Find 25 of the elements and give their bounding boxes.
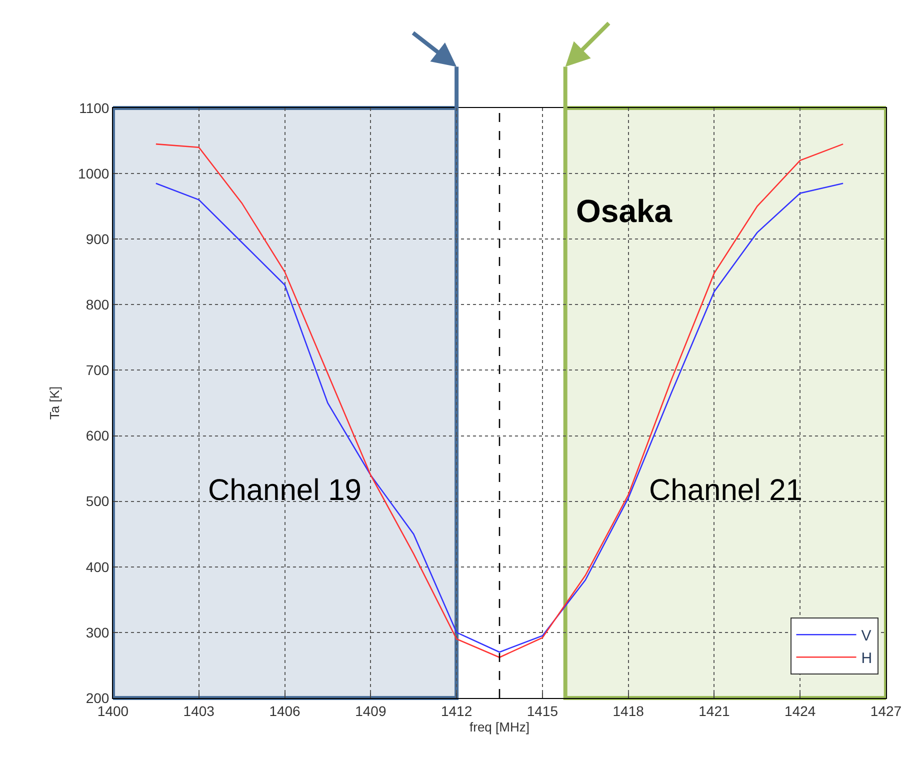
y-tick-label: 900	[86, 231, 110, 248]
y-tick-label: 300	[86, 624, 110, 640]
x-tick-label: 1409	[355, 702, 386, 719]
x-tick-label: 1427	[870, 702, 902, 719]
band-label: Channel 19	[208, 474, 362, 507]
x-tick-label: 1421	[698, 702, 730, 719]
y-tick-label: 600	[86, 428, 110, 444]
y-tick-label: 1100	[79, 100, 110, 116]
x-axis-title: freq [MHz]	[470, 719, 530, 734]
x-tick-label: 1406	[269, 702, 301, 719]
x-tick-label: 1424	[784, 702, 816, 719]
y-tick-label: 500	[86, 493, 110, 510]
legend-label: V	[861, 628, 872, 644]
x-tick-label: 1415	[526, 702, 558, 719]
annotation: Osaka	[576, 193, 672, 229]
x-tick-label: 1403	[183, 702, 215, 719]
y-tick-label: 1000	[78, 165, 110, 182]
x-tick-label: 1418	[612, 702, 644, 719]
y-axis-title: Ta [K]	[46, 386, 62, 420]
y-tick-label: 800	[86, 296, 110, 313]
x-tick-label: 1412	[440, 702, 472, 719]
y-tick-label: 700	[86, 362, 110, 378]
y-tick-label: 400	[86, 558, 110, 575]
band-label: Channel 21	[649, 474, 802, 507]
legend-label: H	[861, 650, 872, 667]
